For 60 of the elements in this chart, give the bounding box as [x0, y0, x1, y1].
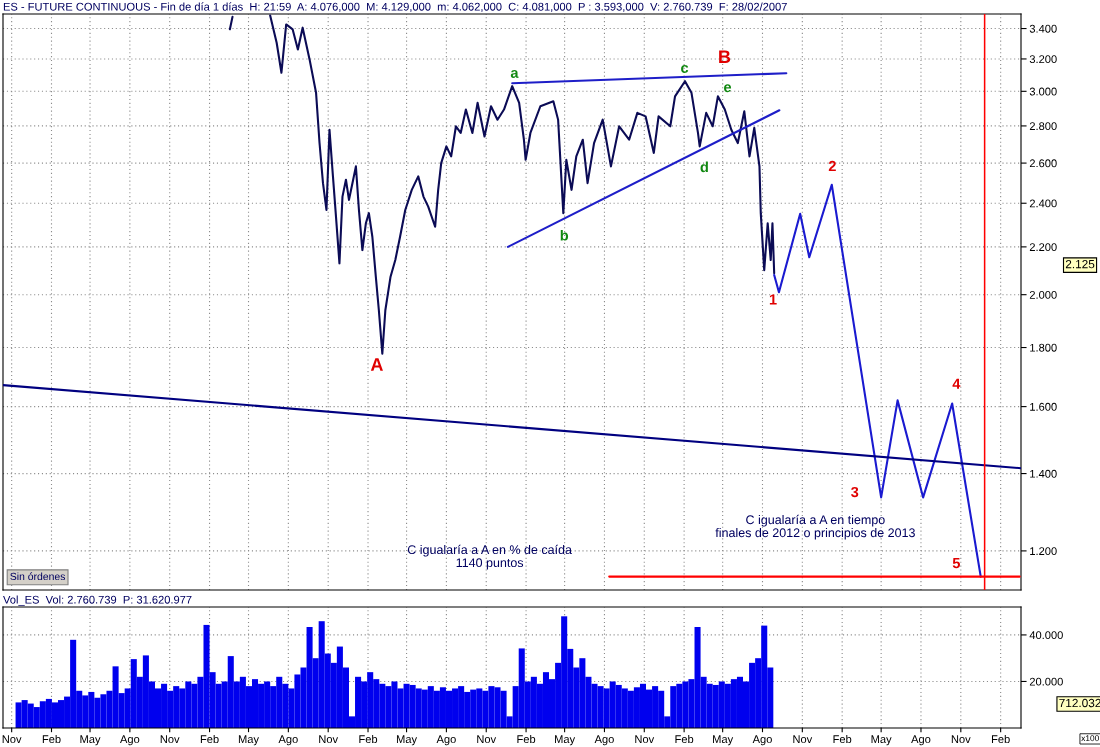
- y-tick-label: 3.000: [1029, 87, 1057, 96]
- x-tick-label: Ago: [594, 735, 614, 746]
- x-tick-label: Ago: [911, 735, 931, 746]
- annotation: A: [370, 358, 383, 371]
- x-tick-label: May: [396, 735, 418, 746]
- annotation: 2: [828, 160, 836, 172]
- annotation: 3: [851, 486, 859, 498]
- annotation: B: [719, 50, 731, 63]
- annotation: C igualaría a A en tiempo finales de 2012 o principios de 2013: [715, 514, 915, 540]
- annotation: a: [510, 69, 519, 78]
- x-tick-label: Nov: [160, 735, 180, 744]
- x-tick-label: Ago: [436, 735, 456, 746]
- x-tick-label: Feb: [200, 734, 219, 744]
- annotation: Sin órdenes: [10, 572, 66, 581]
- y-tick-label: 3.200: [1029, 55, 1057, 64]
- y-tick-label: 1.800: [1030, 343, 1057, 352]
- y-tick-label: 1.200: [1030, 547, 1057, 556]
- x-tick-label: May: [713, 735, 734, 746]
- y-tick-label: 1.600: [1030, 402, 1057, 411]
- x-tick-label: Feb: [991, 734, 1010, 744]
- x-tick-label: May: [238, 735, 259, 746]
- y-tick-label: 20.000: [1029, 677, 1063, 686]
- x-tick-label: Ago: [120, 735, 140, 746]
- text: 712.032: [1059, 698, 1100, 708]
- y-tick-label: 2.200: [1029, 243, 1057, 252]
- annotation: c: [681, 64, 689, 73]
- x-tick-label: Nov: [319, 735, 339, 744]
- x-tick-label: Nov: [635, 735, 655, 744]
- x-tick-label: May: [80, 735, 101, 746]
- annotation: d: [700, 161, 708, 173]
- x-tick-label: May: [555, 735, 576, 746]
- x-tick-label: Feb: [517, 734, 536, 744]
- x-tick-label: Nov: [951, 735, 971, 744]
- annotation: e: [724, 84, 732, 93]
- y-tick-label: 3.400: [1029, 24, 1057, 33]
- x-tick-label: Nov: [477, 735, 497, 744]
- text: 2.125: [1065, 259, 1095, 269]
- x-tick-label: Feb: [675, 734, 694, 744]
- annotation: 5: [952, 558, 961, 569]
- x-tick-label: May: [871, 735, 892, 746]
- x-tick-label: Nov: [2, 735, 22, 744]
- y-tick-label: 2.400: [1029, 199, 1057, 208]
- x-tick-label: Nov: [793, 735, 813, 744]
- y-tick-label: 2.800: [1029, 122, 1057, 131]
- x-tick-label: Ago: [752, 735, 772, 746]
- chart-title: ES - FUTURE CONTINUOUS - Fin de día 1 días H: 21:59 A: 4.076,000 M: 4.129,000 m: 4.062,000 C: 4.081,000 P : 3.593,000 V: 2.760.739 F: 28/02/2007: [3, 2, 787, 12]
- chart-title: Vol_ES Vol: 2.760.739 P: 31.620.977: [3, 595, 192, 606]
- y-tick-label: 40.000: [1029, 631, 1063, 640]
- annotation: 1: [769, 294, 777, 305]
- annotation: 4: [952, 378, 961, 389]
- y-tick-label: 2.000: [1029, 290, 1057, 299]
- x-tick-label: Ago: [278, 735, 298, 746]
- x-tick-label: Feb: [42, 734, 61, 744]
- annotation: b: [560, 229, 569, 241]
- x-tick-label: Feb: [359, 734, 378, 744]
- text: x100: [1081, 735, 1099, 742]
- y-tick-label: 1.400: [1030, 469, 1057, 478]
- annotation: C igualaría a A en % de caída 1140 puntos: [407, 544, 572, 570]
- y-tick-label: 2.600: [1029, 159, 1057, 168]
- x-tick-label: Feb: [833, 734, 852, 744]
